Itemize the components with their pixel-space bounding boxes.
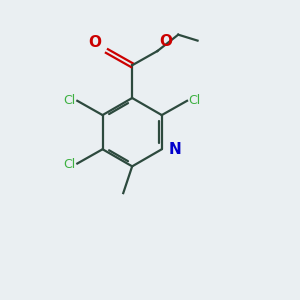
Text: N: N (168, 142, 181, 157)
Text: Cl: Cl (64, 94, 76, 107)
Text: Cl: Cl (188, 94, 201, 107)
Text: O: O (88, 34, 102, 50)
Text: Cl: Cl (64, 158, 76, 171)
Text: O: O (159, 34, 172, 49)
